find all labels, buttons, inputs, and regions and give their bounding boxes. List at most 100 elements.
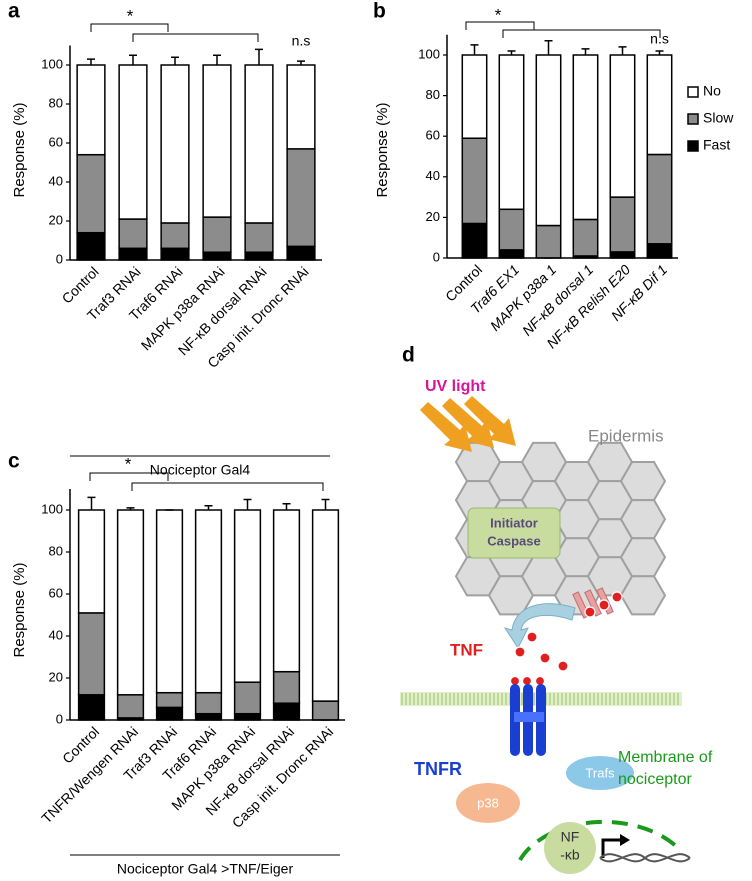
panel-letter: d <box>402 344 415 367</box>
bar-segment <box>76 153 106 234</box>
bar-segment <box>609 196 636 253</box>
bar-segment <box>461 54 488 139</box>
trafs-label: Trafs <box>585 765 615 780</box>
bar-segment <box>572 218 599 257</box>
y-axis-label: Response (%) <box>11 102 28 197</box>
epidermis-cell <box>619 499 667 540</box>
bar-segment <box>461 222 488 259</box>
bar-segment <box>609 54 636 198</box>
error-bar <box>581 48 590 55</box>
bar-segment <box>498 208 525 251</box>
y-tick-label: 40 <box>49 627 63 642</box>
error-bar <box>282 502 291 510</box>
epidermis-label: Epidermis <box>588 426 664 445</box>
significance-label: n.s <box>292 33 311 49</box>
membrane-label: Membrane of <box>618 749 713 766</box>
bar-segment <box>118 64 148 220</box>
y-tick-label: 80 <box>426 87 440 102</box>
bar-segment <box>155 509 184 694</box>
error-bar <box>171 56 179 65</box>
significance-label: * <box>125 454 132 473</box>
bar-segment <box>116 694 145 719</box>
y-tick-label: 20 <box>49 669 63 684</box>
bar-segment <box>194 691 223 715</box>
nfkb-label: -κb <box>560 847 580 863</box>
significance-bracket <box>90 23 169 32</box>
bar-segment <box>272 670 301 704</box>
bar-segment <box>233 681 262 715</box>
bar-segment <box>118 247 148 261</box>
bar-segment <box>194 712 223 721</box>
bar-segment <box>202 216 232 253</box>
caspase-label: Initiator <box>490 515 538 530</box>
bar-segment <box>272 702 301 721</box>
membrane-label: nociceptor <box>618 771 692 788</box>
bar-segment <box>646 243 673 259</box>
y-tick-label: 0 <box>56 711 63 726</box>
footnote: Nociceptor Gal4 <box>150 462 251 478</box>
dna <box>599 853 691 863</box>
bar-segment <box>116 509 145 696</box>
epidermis-cell <box>619 537 667 578</box>
y-tick-label: 20 <box>426 209 440 224</box>
legend-swatch <box>687 86 699 98</box>
tnf-ligands <box>509 591 623 687</box>
error-bar <box>213 54 221 65</box>
uv-arrows <box>420 396 516 452</box>
bar-segment <box>194 509 223 694</box>
bar-segment <box>160 64 190 224</box>
nfkb-label: NF <box>561 829 580 845</box>
error-bar <box>87 496 96 510</box>
tnfr-receptors <box>510 684 546 756</box>
bar-segment <box>311 509 340 702</box>
error-bar <box>470 44 479 55</box>
y-tick-label: 100 <box>418 46 440 61</box>
y-tick-label: 100 <box>41 56 63 71</box>
bar-segment <box>646 54 673 156</box>
legend-swatch <box>687 140 699 152</box>
bar-segment <box>244 64 274 224</box>
error-bar <box>297 60 305 65</box>
bar-segment <box>498 249 525 259</box>
bar-segment <box>286 245 316 261</box>
significance-bracket <box>89 472 169 481</box>
bar-segment <box>77 612 106 696</box>
bar-segment <box>233 712 262 721</box>
bar-segment <box>76 64 106 156</box>
bar-segment <box>202 251 232 261</box>
bar-segment <box>76 231 106 261</box>
y-tick-label: 60 <box>49 134 63 149</box>
y-tick-label: 60 <box>49 585 63 600</box>
y-tick-label: 60 <box>426 128 440 143</box>
bar-segment <box>77 509 106 614</box>
y-tick-label: 20 <box>49 212 63 227</box>
caspase-box <box>467 507 561 559</box>
bar-segment <box>311 700 340 721</box>
y-tick-label: 80 <box>49 95 63 110</box>
bar-segment <box>572 54 599 221</box>
bar-segment <box>646 153 673 245</box>
legend-label: No <box>703 83 721 99</box>
y-tick-label: 100 <box>41 501 63 516</box>
bar-segment <box>160 247 190 261</box>
tnfr-label: TNFR <box>414 759 462 779</box>
bar-segment <box>272 509 301 673</box>
y-tick-label: 0 <box>433 249 440 264</box>
legend-label: Slow <box>703 110 734 126</box>
bar-segment <box>535 224 562 259</box>
transcription-arrowhead <box>620 834 630 846</box>
p38-label: p38 <box>477 795 499 810</box>
significance-label: * <box>127 6 134 25</box>
bar-segment <box>118 218 148 250</box>
bar-segment <box>155 691 184 709</box>
significance-bracket <box>465 21 535 30</box>
nucleus-boundary <box>518 819 682 862</box>
tnf-label: TNF <box>450 640 483 659</box>
bar-segment <box>286 64 316 150</box>
nfkb <box>544 822 596 874</box>
y-tick-label: 0 <box>56 251 63 266</box>
significance-bracket <box>131 482 324 491</box>
bar-segment <box>77 694 106 721</box>
